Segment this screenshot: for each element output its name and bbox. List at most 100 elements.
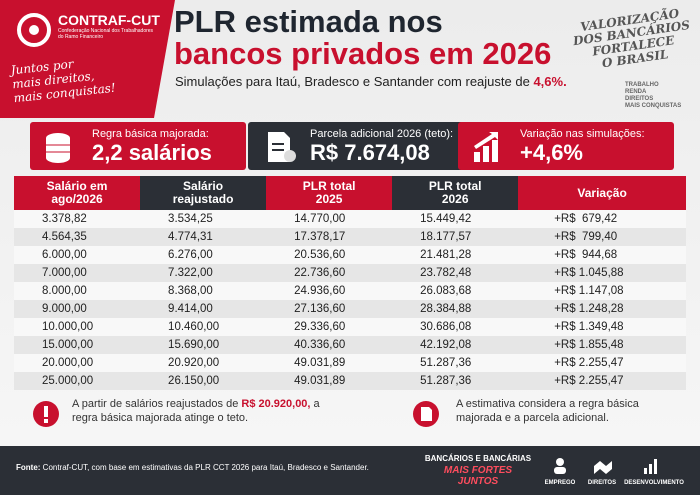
footer-icons [554, 458, 657, 474]
note-text: A estimativa considera a regra básica ma… [456, 398, 639, 424]
banner: VALORIZAÇÃO DOS BANCÁRIOS FORTALECE O BR… [567, 6, 698, 75]
table-row: 3.378,82 3.534,25 14.770,00 15.449,42 +R$ 67… [14, 210, 686, 228]
logo: CONTRAF-CUT [58, 12, 160, 28]
table-cell: 51.287,36 [392, 354, 519, 372]
brand-slogan: MAIS FORTES JUNTOS [443, 465, 513, 487]
plr-table: Salário em ago/2026 Salário reajustado PLR t… [14, 176, 686, 390]
banner-small-line: RENDA [625, 89, 647, 95]
table-row: 10.000,00 10.460,00 29.336,60 30.686,08 +R$ … [14, 318, 686, 336]
table-cell: 8.368,00 [140, 282, 267, 300]
doc-icon [413, 401, 439, 427]
table-cell: 23.782,48 [392, 264, 519, 282]
card: Parcela adicional 2026 (teto): R$ 7.674,… [248, 122, 464, 170]
table-row: 6.000,00 6.276,00 20.536,60 21.481,28 +R$ 94… [14, 246, 686, 264]
table-cell: 29.336,60 [266, 318, 393, 336]
table-cell: 40.336,60 [266, 336, 393, 354]
header-line: PLR total [428, 179, 482, 193]
title-line: PLR estimada nos [174, 4, 443, 39]
icon-label: DESENVOLVIMENTO [624, 480, 684, 486]
card: Regra básica majorada: 2,2 salários [30, 122, 246, 170]
column-header: PLR total 2026 [392, 176, 519, 210]
table-cell: 10.460,00 [140, 318, 267, 336]
banner-small-line: DIREITOS [625, 96, 654, 102]
banner-small-line: MAIS CONQUISTAS [625, 103, 682, 109]
header-line: Salário [183, 179, 224, 193]
icon-label: EMPREGO [544, 480, 576, 486]
table-cell: +R$ 679,42 [518, 210, 686, 228]
card-value: R$ 7.674,08 [310, 140, 430, 165]
table-body: 3.378,82 3.534,25 14.770,00 15.449,42 +R$ 67… [14, 210, 686, 390]
note: A partir de salários reajustados de R$ 2… [72, 397, 332, 425]
table-row: 20.000,00 20.920,00 49.031,89 51.287,36 +R$ … [14, 354, 686, 372]
table-row: 8.000,00 8.368,00 24.936,60 26.083,68 +R$ 1.… [14, 282, 686, 300]
table-cell: 51.287,36 [392, 372, 519, 390]
table-row: 4.564,35 4.774,31 17.378,17 18.177,57 +R$ 79… [14, 228, 686, 246]
table-cell: +R$ 2.255,47 [518, 372, 686, 390]
note-highlight: R$ 20.920,00, [241, 398, 311, 410]
table-cell: +R$ 799,40 [518, 228, 686, 246]
card-label: Regra básica majorada: [92, 128, 209, 140]
header-line: ago/2026 [51, 192, 103, 206]
icon-label: DIREITOS [587, 480, 617, 486]
table-row: 9.000,00 9.414,00 27.136,60 28.384,88 +R$ 1.… [14, 300, 686, 318]
header-line: 2025 [315, 192, 343, 206]
column-header: Salário reajustado [140, 176, 267, 210]
subtitle-text: Simulações para Itaú, Bradesco e Santand… [175, 74, 534, 89]
table-cell: 4.774,31 [140, 228, 267, 246]
table-cell: 20.536,60 [266, 246, 393, 264]
source-text: Contraf-CUT, com base em estimativas da … [40, 463, 369, 472]
title: PLR estimada nos bancos privados em 2026 [174, 6, 551, 70]
column-header: PLR total 2025 [266, 176, 393, 210]
document-icon [268, 132, 296, 162]
banner-small: TRABALHO RENDA DIREITOS MAIS CONQUISTAS [625, 82, 681, 110]
table-cell: 18.177,57 [392, 228, 519, 246]
alert-icon [33, 401, 59, 427]
table-cell: 3.534,25 [140, 210, 267, 228]
brand: BANCÁRIOS E BANCÁRIAS [424, 454, 532, 463]
footer: Fonte: Contraf-CUT, com base em estimati… [0, 446, 700, 495]
table-cell: +R$ 944,68 [518, 246, 686, 264]
table-cell: +R$ 1.855,48 [518, 336, 686, 354]
table-cell: 9.414,00 [140, 300, 267, 318]
table-cell: 3.378,82 [14, 210, 141, 228]
table-cell: 9.000,00 [14, 300, 141, 318]
column-header: Salário em ago/2026 [14, 176, 141, 210]
table-cell: 17.378,17 [266, 228, 393, 246]
table-cell: 30.686,08 [392, 318, 519, 336]
table-cell: 10.000,00 [14, 318, 141, 336]
column-header: Variação [518, 176, 686, 210]
table-cell: 6.276,00 [140, 246, 267, 264]
table-row: 25.000,00 26.150,00 49.031,89 51.287,36 +R$ … [14, 372, 686, 390]
table-cell: 14.770,00 [266, 210, 393, 228]
table-cell: 28.384,88 [392, 300, 519, 318]
card-label: Variação nas simulações: [520, 128, 645, 140]
table-cell: 20.000,00 [14, 354, 141, 372]
table-row: 15.000,00 15.690,00 40.336,60 42.192,08 +R$ … [14, 336, 686, 354]
table-cell: 26.150,00 [140, 372, 267, 390]
subtitle-highlight: 4,6%. [533, 74, 567, 89]
table-cell: 42.192,08 [392, 336, 519, 354]
table-cell: 8.000,00 [14, 282, 141, 300]
table-cell: +R$ 2.255,47 [518, 354, 686, 372]
coins-icon [46, 133, 70, 163]
table-cell: 20.920,00 [140, 354, 267, 372]
table-cell: 49.031,89 [266, 354, 393, 372]
source-label: Fonte: [16, 463, 41, 472]
table-cell: 6.000,00 [14, 246, 141, 264]
table-cell: 27.136,60 [266, 300, 393, 318]
table-cell: 7.000,00 [14, 264, 141, 282]
note-text: A partir de salários reajustados de [72, 398, 242, 410]
header-line: Variação [577, 185, 627, 200]
logo-sub: Confederação Nacional dos Trabalhadores … [58, 28, 154, 40]
table-cell: 22.736,60 [266, 264, 393, 282]
table-cell: 26.083,68 [392, 282, 519, 300]
header-line: PLR total [302, 179, 356, 193]
table-cell: +R$ 1.349,48 [518, 318, 686, 336]
card-label: Parcela adicional 2026 (teto): [310, 128, 454, 140]
subtitle: Simulações para Itaú, Bradesco e Santand… [175, 74, 567, 89]
table-cell: 15.690,00 [140, 336, 267, 354]
table-cell: 49.031,89 [266, 372, 393, 390]
table-cell: +R$ 1.248,28 [518, 300, 686, 318]
table-cell: +R$ 1.045,88 [518, 264, 686, 282]
